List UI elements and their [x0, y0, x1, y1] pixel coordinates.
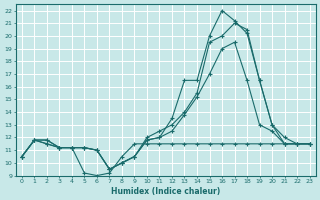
X-axis label: Humidex (Indice chaleur): Humidex (Indice chaleur) — [111, 187, 220, 196]
